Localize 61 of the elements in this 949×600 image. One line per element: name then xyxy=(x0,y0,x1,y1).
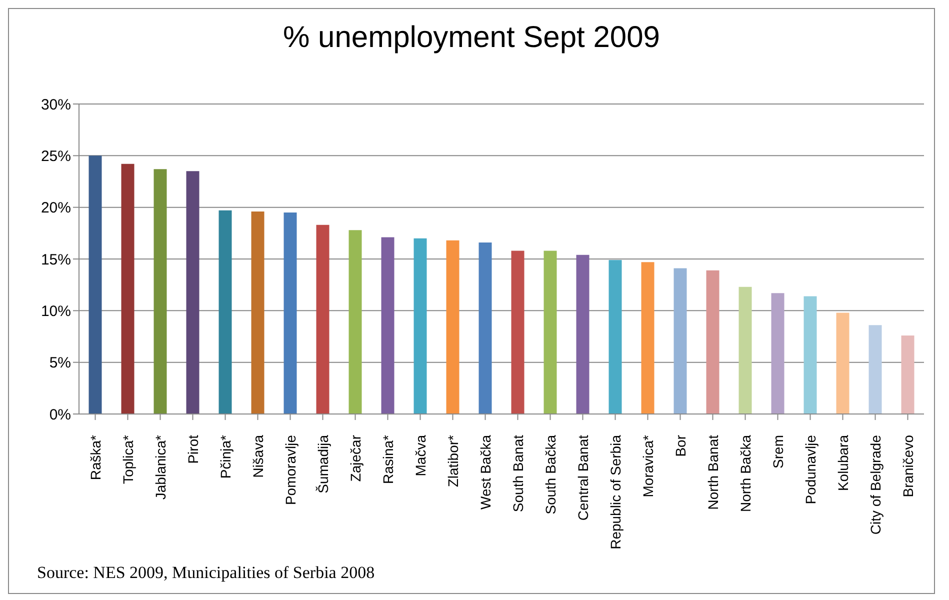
x-tick-label: Toplica* xyxy=(120,434,136,484)
x-tick-label: City of Belgrade xyxy=(867,434,884,535)
bar xyxy=(901,335,914,414)
x-tick-label: South Bačka xyxy=(542,434,558,514)
bar xyxy=(511,250,524,414)
x-tick-label: West Bačka xyxy=(477,434,494,510)
bar xyxy=(88,156,102,414)
bar xyxy=(868,325,882,414)
x-tick-label: Pomoravlje xyxy=(282,434,298,506)
y-tick-label: 10% xyxy=(40,302,71,320)
y-tick-label: 30% xyxy=(40,96,71,114)
x-tick-label: North Banat xyxy=(704,434,721,510)
bar xyxy=(804,296,817,414)
x-tick-label: South Banat xyxy=(510,434,526,512)
x-tick-label: Rasina* xyxy=(380,434,396,484)
x-tick-label: Raška* xyxy=(87,434,104,480)
bar xyxy=(154,169,167,414)
chart-title: % unemployment Sept 2009 xyxy=(282,21,661,55)
source-note: Source: NES 2009, Municipalities of Serbia 2008 xyxy=(37,563,379,583)
bar xyxy=(836,312,850,414)
bar xyxy=(121,164,134,414)
y-tick-label: 15% xyxy=(40,251,71,268)
x-tick-label: Podunavlje xyxy=(802,434,818,504)
bar xyxy=(576,254,590,414)
bar xyxy=(738,286,752,414)
bar xyxy=(348,230,362,414)
bar xyxy=(674,268,687,414)
y-tick-label: 5% xyxy=(49,354,71,372)
bar xyxy=(218,210,232,414)
x-tick-label: Srem xyxy=(770,435,786,468)
x-tick-label: Pčinja* xyxy=(217,434,234,479)
bar xyxy=(544,250,557,414)
x-tick-label: Zlatibor* xyxy=(444,434,461,488)
bar xyxy=(414,238,427,414)
x-tick-label: Nišava xyxy=(250,434,266,478)
bar xyxy=(381,237,394,414)
bar xyxy=(316,224,330,414)
x-tick-label: Zaječar xyxy=(347,434,364,482)
bar xyxy=(478,242,492,414)
x-tick-label: Šumadija xyxy=(314,434,331,494)
x-tick-label: Republic of Serbia xyxy=(607,434,624,550)
y-tick-label: 0% xyxy=(49,406,71,424)
x-tick-label: Bor xyxy=(672,434,688,457)
bar xyxy=(251,211,264,414)
x-tick-label: Kolubara xyxy=(834,434,851,492)
x-tick-label: Central Banat xyxy=(574,434,591,521)
x-tick-label: Jablanica* xyxy=(152,434,168,500)
y-tick-label: 20% xyxy=(40,200,71,217)
bar xyxy=(706,270,720,414)
bar xyxy=(446,240,460,414)
bar xyxy=(608,260,622,414)
bar xyxy=(284,212,297,414)
x-tick-label: Pirot xyxy=(184,434,201,464)
bar xyxy=(771,293,784,414)
bar xyxy=(641,262,654,414)
x-tick-label: North Bačka xyxy=(737,434,754,512)
bar xyxy=(186,171,200,414)
x-tick-label: Mačva xyxy=(412,434,428,476)
x-tick-label: Braničevo xyxy=(900,434,916,498)
x-tick-label: Moravica* xyxy=(640,434,656,498)
y-tick-label: 25% xyxy=(40,148,71,165)
